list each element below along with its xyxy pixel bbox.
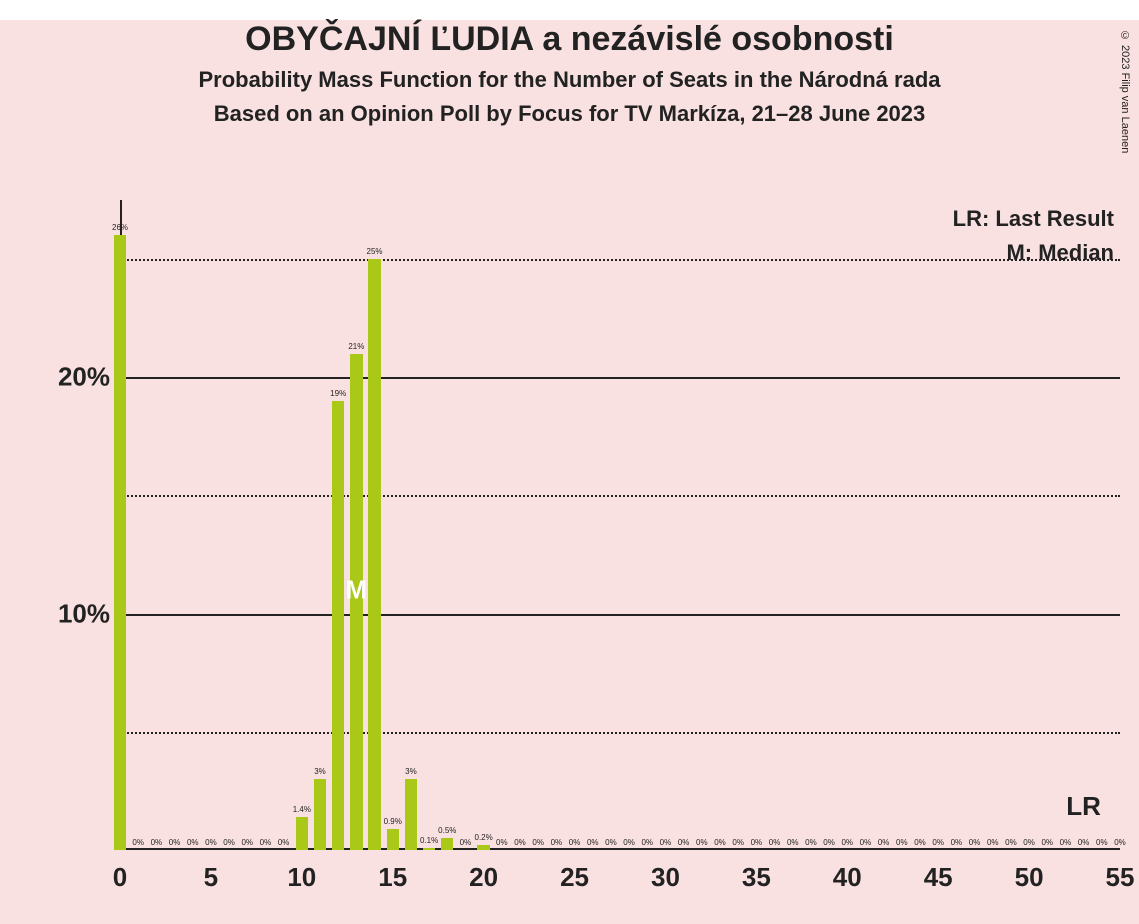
bar-value-label: 0.9% xyxy=(384,817,402,826)
bar-value-label: 0% xyxy=(932,838,944,847)
bar-value-label: 0% xyxy=(1005,838,1017,847)
bar xyxy=(441,838,453,850)
bar-value-label: 0.2% xyxy=(475,833,493,842)
x-tick-label: 50 xyxy=(1015,862,1044,893)
page-root: © 2023 Filip van Laenen OBYČAJNÍ ĽUDIA a… xyxy=(0,20,1139,924)
x-tick-label: 55 xyxy=(1106,862,1135,893)
chart-title: OBYČAJNÍ ĽUDIA a nezávislé osobnosti xyxy=(0,20,1139,59)
bar-value-label: 0% xyxy=(732,838,744,847)
chart-area: 10% 20% 26% 0% 0% 0% 0% 0% 0% 0% 0% 0% 1.4% 3% 19% 21% 2… xyxy=(0,190,1139,910)
bar-value-label: 0% xyxy=(823,838,835,847)
bar-value-label: 0% xyxy=(878,838,890,847)
bar-value-label: 0% xyxy=(587,838,599,847)
bar-value-label: 0% xyxy=(151,838,163,847)
bar-value-label: 3% xyxy=(405,767,417,776)
gridline-minor xyxy=(120,732,1120,734)
bar-value-label: 0% xyxy=(223,838,235,847)
y-tick-label: 10% xyxy=(30,598,110,629)
chart-subtitle-2: Based on an Opinion Poll by Focus for TV… xyxy=(0,101,1139,127)
x-tick-label: 45 xyxy=(924,862,953,893)
bar-value-label: 0% xyxy=(132,838,144,847)
x-tick-label: 5 xyxy=(204,862,218,893)
bar-value-label: 0% xyxy=(951,838,963,847)
chart-subtitle-1: Probability Mass Function for the Number… xyxy=(0,67,1139,93)
bar-value-label: 0% xyxy=(532,838,544,847)
bar-value-label: 0% xyxy=(1023,838,1035,847)
bar-value-label: 0% xyxy=(751,838,763,847)
bar-value-label: 0% xyxy=(805,838,817,847)
copyright-text: © 2023 Filip van Laenen xyxy=(1119,30,1131,153)
x-tick-label: 40 xyxy=(833,862,862,893)
bar-value-label: 0% xyxy=(169,838,181,847)
bar-value-label: 0% xyxy=(714,838,726,847)
x-tick-label: 25 xyxy=(560,862,589,893)
bar-value-label: 0% xyxy=(1096,838,1108,847)
bar-value-label: 0% xyxy=(914,838,926,847)
bar-value-label: 0% xyxy=(1041,838,1053,847)
bar-value-label: 0% xyxy=(496,838,508,847)
bar-value-label: 0% xyxy=(623,838,635,847)
x-tick-label: 35 xyxy=(742,862,771,893)
bar-value-label: 0% xyxy=(787,838,799,847)
bar-value-label: 0.1% xyxy=(420,836,438,845)
bar-value-label: 0% xyxy=(514,838,526,847)
bar-value-label: 0% xyxy=(660,838,672,847)
bar-value-label: 21% xyxy=(348,342,364,351)
bar-value-label: 0% xyxy=(969,838,981,847)
bar-value-label: 0% xyxy=(205,838,217,847)
bar-value-label: 0% xyxy=(1114,838,1126,847)
bar-value-label: 0% xyxy=(569,838,581,847)
x-tick-label: 0 xyxy=(113,862,127,893)
bar xyxy=(332,401,344,850)
bar-value-label: 0% xyxy=(696,838,708,847)
bar-value-label: 0% xyxy=(678,838,690,847)
bar xyxy=(296,817,308,850)
bar-value-label: 26% xyxy=(112,223,128,232)
last-result-marker: LR xyxy=(1066,791,1101,822)
bar-value-label: 0% xyxy=(860,838,872,847)
gridline-major xyxy=(120,377,1120,379)
bar-value-label: 0% xyxy=(260,838,272,847)
bar-value-label: 1.4% xyxy=(293,805,311,814)
bar-value-label: 0% xyxy=(841,838,853,847)
median-marker: M xyxy=(346,575,368,606)
legend-last-result: LR: Last Result xyxy=(953,206,1114,232)
gridline-minor xyxy=(120,259,1120,261)
bar-value-label: 0% xyxy=(987,838,999,847)
bar-value-label: 19% xyxy=(330,389,346,398)
y-tick-label: 20% xyxy=(30,362,110,393)
x-tick-label: 20 xyxy=(469,862,498,893)
bar xyxy=(314,779,326,850)
bar-value-label: 25% xyxy=(367,247,383,256)
bar xyxy=(405,779,417,850)
bar-value-label: 0% xyxy=(1078,838,1090,847)
gridline-minor xyxy=(120,495,1120,497)
bar xyxy=(477,845,489,850)
x-tick-label: 15 xyxy=(378,862,407,893)
bar-value-label: 0% xyxy=(605,838,617,847)
x-tick-label: 30 xyxy=(651,862,680,893)
bar-value-label: 0% xyxy=(187,838,199,847)
x-tick-label: 10 xyxy=(287,862,316,893)
gridline-major xyxy=(120,614,1120,616)
bar xyxy=(387,829,399,850)
x-axis-line xyxy=(116,848,1120,850)
bar-value-label: 0% xyxy=(241,838,253,847)
bar-value-label: 0% xyxy=(460,838,472,847)
bar xyxy=(423,848,435,850)
bar xyxy=(114,235,126,850)
bar-value-label: 0% xyxy=(641,838,653,847)
bar-value-label: 0% xyxy=(551,838,563,847)
bar-value-label: 0.5% xyxy=(438,826,456,835)
plot-area: 10%20%26%0%0%0%0%0%0%0%0%0%1.4%3%19%21%2… xyxy=(120,200,1120,850)
legend-median: M: Median xyxy=(1006,240,1114,266)
bar-value-label: 0% xyxy=(1060,838,1072,847)
bar-value-label: 0% xyxy=(769,838,781,847)
bar-value-label: 0% xyxy=(896,838,908,847)
bar xyxy=(368,259,380,850)
bar-value-label: 0% xyxy=(278,838,290,847)
bar-value-label: 3% xyxy=(314,767,326,776)
